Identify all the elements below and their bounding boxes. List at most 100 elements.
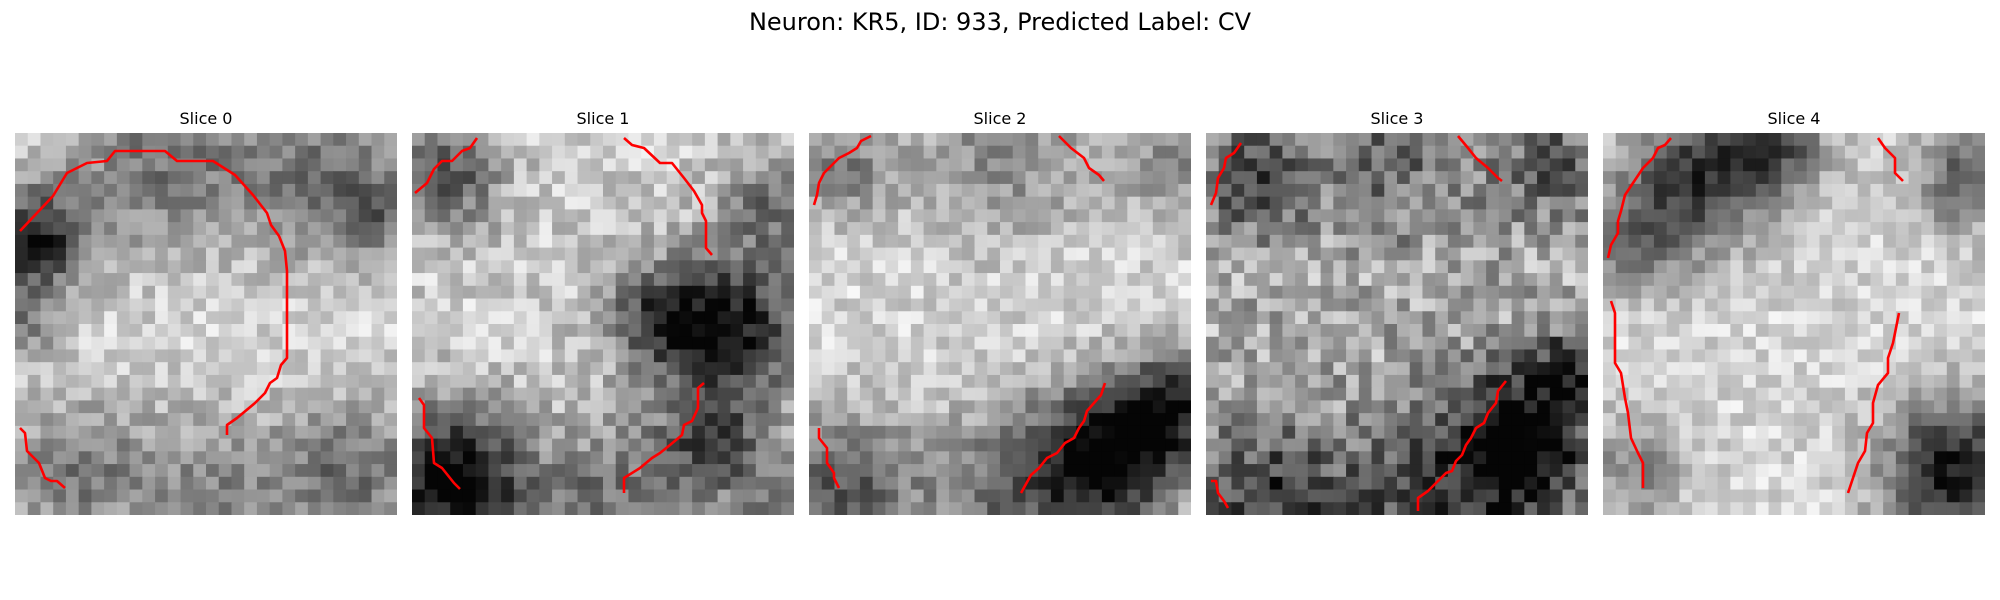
image-pixel [193,400,207,414]
image-pixel [1101,413,1116,427]
image-pixel [1972,145,1985,160]
image-pixel [781,298,794,312]
image-pixel [1832,298,1846,312]
image-pixel [1653,247,1668,261]
image-pixel [129,145,143,160]
image-pixel [437,476,451,491]
image-pixel [755,171,770,185]
image-pixel [1140,400,1154,414]
image-pixel [1857,133,1871,147]
image-pixel [1076,489,1090,503]
image-pixel [603,158,617,172]
image-pixel [1717,133,1731,147]
image-pixel [1140,158,1154,172]
image-pixel [167,324,182,338]
image-pixel [641,298,655,312]
image-pixel [1165,425,1179,440]
image-pixel [590,349,604,363]
image-pixel [1165,387,1179,401]
image-pixel [1025,171,1039,185]
image-pixel [1409,425,1424,440]
image-pixel [1781,387,1795,401]
image-pixel [1012,298,1027,312]
image-pixel [679,298,693,312]
image-pixel [142,183,156,198]
image-pixel [949,133,963,147]
image-pixel [462,260,477,274]
image-pixel [859,489,874,503]
image-pixel [1409,413,1424,427]
image-pixel [65,336,80,351]
image-pixel [346,285,360,300]
image-pixel [1371,476,1385,491]
image-pixel [1435,425,1449,440]
image-pixel [1371,285,1385,300]
image-pixel [961,171,976,185]
image-pixel [628,196,642,210]
image-pixel [1895,158,1910,172]
image-pixel [1498,145,1513,160]
image-pixel [961,183,976,198]
image-pixel [1000,260,1014,274]
image-pixel [1447,476,1462,491]
image-pixel [1063,209,1077,223]
image-pixel [1333,349,1347,363]
image-pixel [653,476,668,491]
image-pixel [218,425,233,440]
image-pixel [1012,209,1027,223]
image-pixel [1806,502,1821,515]
image-pixel [1460,400,1474,414]
image-pixel [834,298,848,312]
image-pixel [1653,502,1668,515]
image-pixel [462,171,477,185]
image-pixel [628,489,642,503]
image-pixel [231,387,245,401]
image-pixel [384,273,397,287]
image-pixel [1692,133,1706,147]
image-pixel [590,311,604,325]
image-pixel [768,285,782,300]
image-pixel [1895,298,1910,312]
image-pixel [40,425,54,440]
image-pixel [129,209,143,223]
image-pixel [590,502,604,515]
image-pixel [269,413,283,427]
image-pixel [936,400,950,414]
image-pixel [1165,133,1179,147]
image-pixel [1012,413,1027,427]
image-pixel [936,145,950,160]
image-pixel [193,489,207,503]
image-pixel [206,349,220,363]
image-pixel [628,502,642,515]
image-pixel [1486,234,1500,249]
image-pixel [577,158,591,172]
image-pixel [53,464,67,478]
image-pixel [1127,374,1141,389]
image-pixel [256,273,271,287]
image-pixel [1473,324,1487,338]
image-pixel [1717,145,1731,160]
image-pixel [412,209,426,223]
image-pixel [1844,145,1859,160]
image-pixel [859,285,874,300]
image-pixel [961,311,976,325]
image-pixel [282,476,296,491]
image-pixel [1653,451,1668,465]
image-pixel [1781,183,1795,198]
image-pixel [1000,158,1014,172]
image-pixel [424,273,439,287]
image-pixel [1206,285,1220,300]
image-pixel [1409,247,1424,261]
image-pixel [1101,476,1116,491]
image-pixel [743,133,757,147]
image-pixel [167,209,182,223]
image-pixel [898,349,912,363]
image-pixel [269,324,283,338]
image-pixel [898,158,912,172]
image-pixel [768,438,782,452]
image-pixel [1320,476,1334,491]
image-pixel [1371,374,1385,389]
image-pixel [40,413,54,427]
segmentation-contour-2 [1211,479,1230,509]
image-pixel [910,209,925,223]
